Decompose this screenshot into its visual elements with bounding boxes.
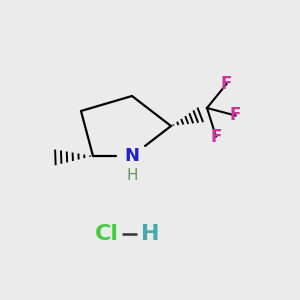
Text: F: F — [230, 106, 241, 124]
Text: F: F — [210, 128, 222, 146]
Text: F: F — [221, 75, 232, 93]
Text: H: H — [141, 224, 159, 244]
Text: Cl: Cl — [94, 224, 118, 244]
Text: H: H — [126, 168, 138, 183]
Text: N: N — [124, 147, 140, 165]
